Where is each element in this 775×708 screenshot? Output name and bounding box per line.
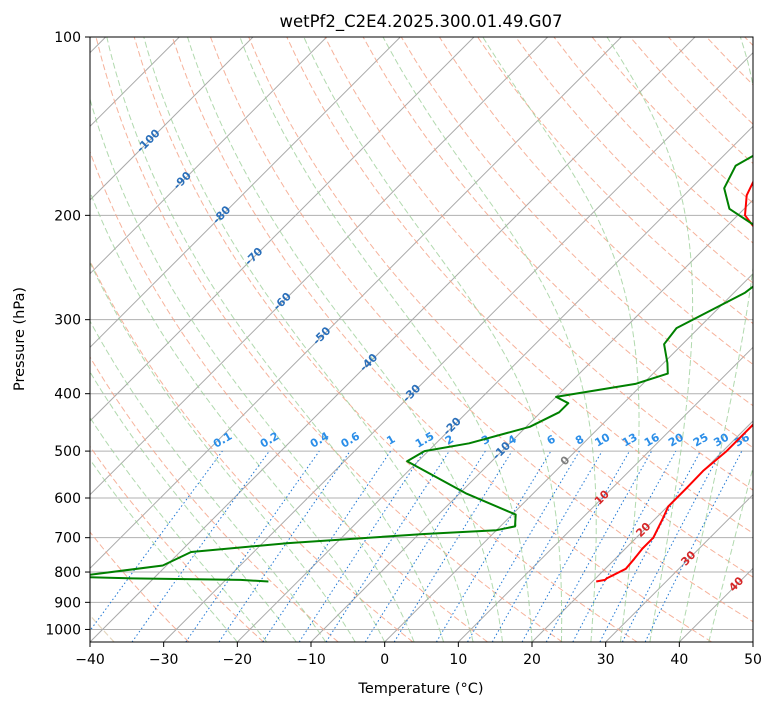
mixing-ratio-line xyxy=(644,450,743,642)
isotherm-line xyxy=(90,37,696,642)
moist-adiabat-line xyxy=(90,458,238,642)
y-tick-label: 1000 xyxy=(45,622,81,638)
moist-adiabat-line xyxy=(90,416,268,642)
isotherm-line xyxy=(163,51,753,642)
moist-adiabat-line xyxy=(143,37,474,642)
dry-adiabat-line xyxy=(171,37,712,642)
x-tick-label: −40 xyxy=(75,652,105,668)
mixing-ratio-line xyxy=(90,450,223,632)
y-tick-label: 300 xyxy=(54,313,81,329)
moist-adiabat-line xyxy=(239,37,533,642)
mixing-ratio-line xyxy=(393,450,513,642)
moist-adiabat-line xyxy=(187,37,503,642)
mixing-ratio-line xyxy=(298,450,425,642)
moist-adiabat-line xyxy=(303,37,563,642)
mixing-ratio-line xyxy=(185,450,320,642)
x-tick-label: 50 xyxy=(744,652,762,668)
y-tick-label: 500 xyxy=(54,444,81,460)
y-axis: 100 200 300 400 500 600 700 800 900 1000 xyxy=(45,30,90,638)
dewpoint-profile-line xyxy=(90,154,753,583)
y-tick-label: 400 xyxy=(54,387,81,403)
x-tick-label: −10 xyxy=(296,652,326,668)
dry-adiabat-line xyxy=(210,37,753,623)
moist-adiabat-line xyxy=(90,261,356,642)
x-tick-label: 10 xyxy=(449,652,467,668)
isotherm-line xyxy=(90,37,401,349)
moist-adiabat-line xyxy=(90,97,415,642)
dry-adiabat-line xyxy=(133,37,638,642)
mixing-ratio-line xyxy=(572,450,677,642)
x-tick-label: 30 xyxy=(597,652,615,668)
mixing-ratio-line xyxy=(262,450,392,642)
isotherm-line xyxy=(605,493,753,642)
dry-adiabat-line xyxy=(90,356,339,642)
x-tick-label: 0 xyxy=(380,652,389,668)
x-axis-title: Temperature (°C) xyxy=(357,681,483,697)
y-tick-label: 800 xyxy=(54,565,81,581)
y-tick-label: 900 xyxy=(54,595,81,611)
y-tick-label: 600 xyxy=(54,491,81,507)
dry-adiabat-line xyxy=(286,37,753,534)
moist-adiabat-line xyxy=(482,37,640,642)
plot-frame xyxy=(89,36,754,643)
y-tick-label: 700 xyxy=(54,531,81,547)
dry-adiabat-line xyxy=(90,445,264,642)
x-tick-label: −30 xyxy=(149,652,179,668)
dry-adiabat-line xyxy=(95,37,563,642)
y-axis-title: Pressure (hPa) xyxy=(12,287,28,391)
moist-adiabat-line xyxy=(382,37,597,642)
profile-lines xyxy=(90,154,753,583)
moist-adiabat-line xyxy=(606,37,694,642)
dry-adiabat-line xyxy=(400,37,753,407)
mixing-ratio-line xyxy=(521,450,630,642)
isotherm-line xyxy=(236,125,753,642)
temperature-profile-line xyxy=(596,171,753,583)
y-tick-label: 200 xyxy=(54,208,81,224)
isotherm-line xyxy=(90,37,622,570)
dry-adiabat-line xyxy=(515,37,753,284)
dry-adiabat-line xyxy=(248,37,753,578)
isotherm-line xyxy=(90,37,254,201)
chart-title: wetPf2_C2E4.2025.300.01.49.G07 xyxy=(279,12,562,32)
x-tick-label: 40 xyxy=(670,652,688,668)
x-tick-label: −20 xyxy=(223,652,253,668)
dry-adiabat-line xyxy=(90,259,414,642)
dry-adiabat-line xyxy=(90,531,190,642)
y-tick-label: 100 xyxy=(54,30,81,46)
moist-adiabat-line xyxy=(90,190,386,642)
mixing-ratio-line xyxy=(325,450,450,642)
mixing-ratio-line xyxy=(218,450,351,642)
isotherm-line xyxy=(531,420,753,642)
dry-adiabat-line xyxy=(438,37,753,366)
moist-adiabat-line xyxy=(106,37,445,642)
isotherm-line xyxy=(384,272,753,642)
plot-background xyxy=(90,37,753,642)
dry-adiabat-line xyxy=(90,150,488,642)
mixing-ratio-line xyxy=(131,450,270,642)
x-axis: −40 −30 −20 −10 0 10 20 30 40 50 xyxy=(75,642,762,668)
background-lines xyxy=(90,37,753,642)
isotherm-line xyxy=(90,37,475,422)
isotherm-line xyxy=(90,37,328,275)
mixing-ratio-line xyxy=(545,450,653,642)
isotherm-line xyxy=(752,641,753,642)
isotherm-line xyxy=(457,346,753,642)
moist-adiabat-line xyxy=(678,37,753,642)
moist-adiabat-line xyxy=(90,370,297,642)
isotherm-line xyxy=(90,37,549,496)
x-tick-label: 20 xyxy=(523,652,541,668)
